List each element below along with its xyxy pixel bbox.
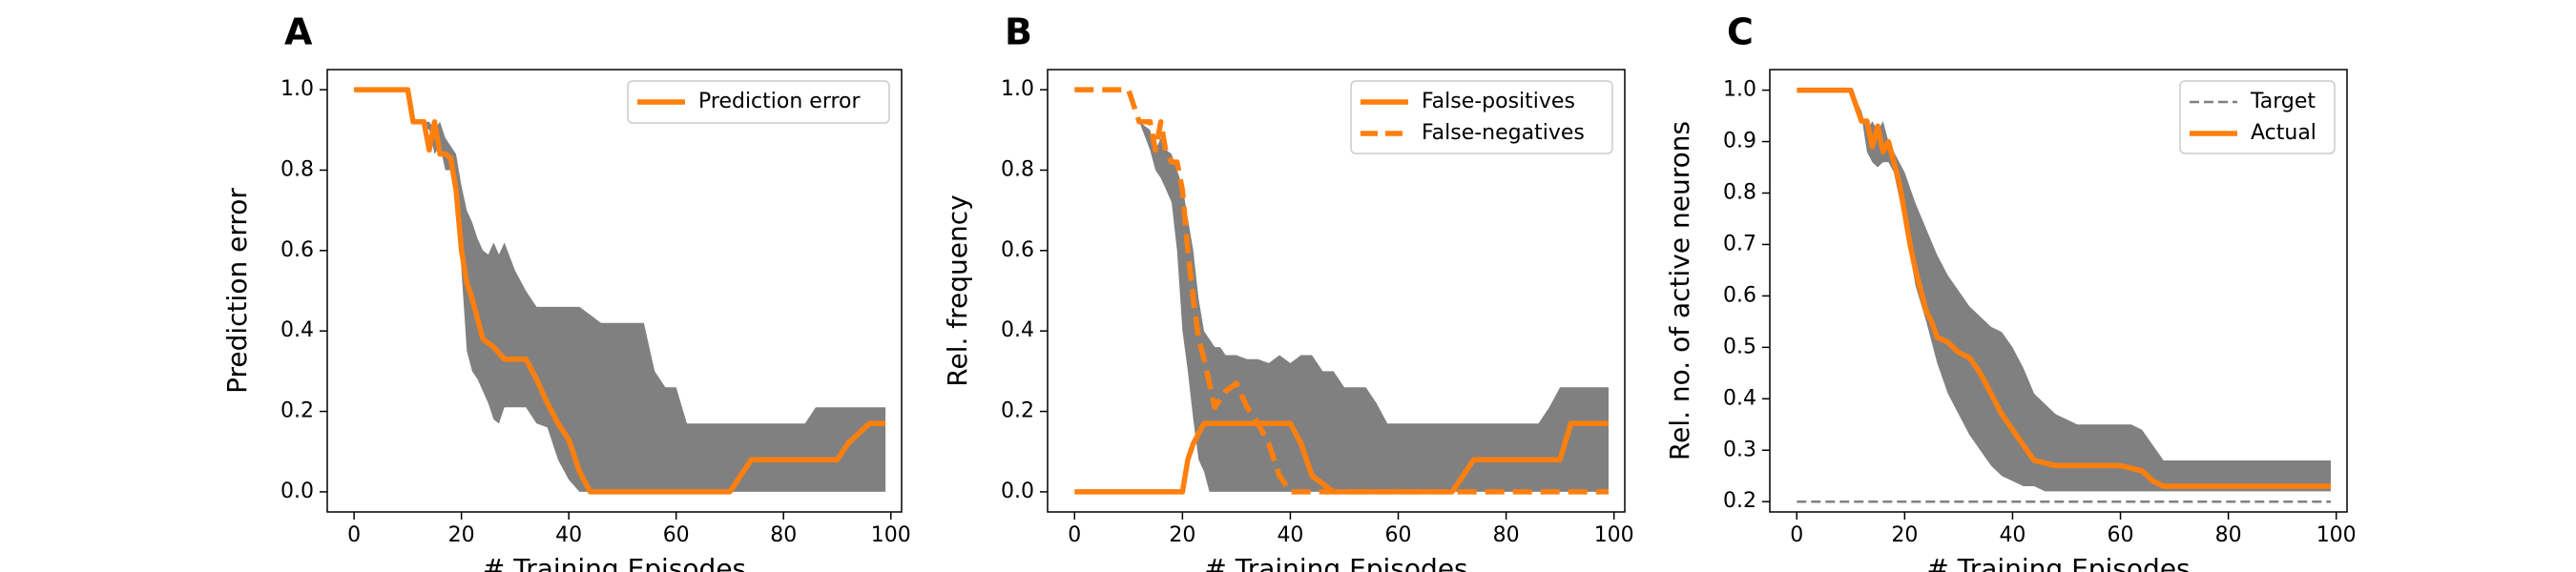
variance-band-c: [1850, 90, 2331, 492]
y-tick-label-a-3: 0.6: [280, 238, 314, 262]
x-tick-label-b-0: 0: [1068, 523, 1081, 547]
y-tick-label-a-5: 1.0: [280, 77, 314, 101]
y-tick-label-b-0: 0.0: [1001, 480, 1034, 503]
x-axis-label-b: # Training Episodes: [1204, 553, 1467, 572]
y-tick-label-b-5: 1.0: [1001, 77, 1034, 101]
y-tick-label-c-5: 0.7: [1723, 232, 1756, 255]
x-tick-label-a-100: 100: [871, 523, 911, 547]
y-tick-label-c-8: 1.0: [1723, 78, 1756, 102]
legend-label-c-0: Target: [2250, 90, 2316, 113]
legend-label-b-0: False-positives: [1422, 90, 1575, 113]
x-tick-label-c-100: 100: [2316, 523, 2357, 547]
x-tick-label-c-80: 80: [2215, 523, 2242, 547]
series-line-b-false-negatives: [1074, 87, 1609, 495]
x-tick-label-b-80: 80: [1493, 523, 1520, 547]
y-tick-label-c-4: 0.6: [1723, 283, 1756, 307]
x-tick-label-b-100: 100: [1594, 523, 1634, 547]
y-tick-label-b-1: 0.2: [1001, 399, 1034, 423]
legend-box-b: [1350, 80, 1613, 154]
x-tick-label-a-80: 80: [770, 523, 797, 547]
variance-band-a: [407, 90, 886, 492]
panel-letter-a: A: [284, 11, 313, 53]
variance-band-b: [1139, 121, 1609, 492]
legend-a: Prediction error: [627, 80, 890, 124]
series-line-b-false-positives: [1074, 420, 1609, 495]
y-tick-label-a-0: 0.0: [280, 480, 314, 503]
y-tick-label-b-3: 0.6: [1001, 238, 1034, 262]
y-tick-label-c-6: 0.8: [1723, 180, 1756, 204]
axes-frame-c: [1769, 69, 2348, 513]
y-axis-label-c: Rel. no. of active neurons: [1664, 121, 1695, 460]
x-tick-label-c-0: 0: [1790, 523, 1803, 547]
x-tick-label-a-20: 20: [448, 523, 475, 547]
y-tick-label-c-1: 0.3: [1723, 438, 1756, 461]
legend-label-b-1: False-negatives: [1422, 121, 1585, 145]
y-tick-label-c-7: 0.9: [1723, 130, 1756, 153]
legend-box-a: [627, 80, 890, 124]
y-tick-label-c-3: 0.5: [1723, 335, 1756, 358]
y-tick-label-a-2: 0.4: [280, 318, 314, 342]
x-tick-label-b-60: 60: [1385, 523, 1412, 547]
panel-a: A 0 20 40 60 80 100 0.0 0.2 0.4 0.6 0.8 1.0 # Trainin…: [221, 11, 911, 572]
x-tick-label-c-40: 40: [1999, 523, 2025, 547]
y-tick-label-a-1: 0.2: [280, 399, 314, 423]
y-tick-label-b-4: 0.8: [1001, 157, 1034, 181]
y-tick-label-c-0: 0.2: [1723, 489, 1756, 513]
panel-letter-c: C: [1727, 11, 1754, 53]
panel-c: C 0 20 40 60 80 100 0.2 0.3 0.4 0.5 0.6 0.7 0.8 0.9 1.0…: [1664, 11, 2357, 572]
x-tick-label-c-60: 60: [2108, 523, 2134, 547]
series-line-c-actual: [1797, 87, 2331, 489]
y-axis-label-a: Prediction error: [221, 188, 253, 394]
x-axis-label-a: # Training Episodes: [483, 553, 746, 572]
series-line-a-prediction-error: [354, 87, 886, 495]
panel-letter-b: B: [1005, 11, 1032, 53]
x-axis-label-c: # Training Episodes: [1926, 553, 2190, 572]
y-tick-label-b-2: 0.4: [1001, 318, 1034, 342]
x-tick-label-a-60: 60: [663, 523, 690, 547]
legend-label-c-1: Actual: [2251, 121, 2316, 145]
y-tick-label-a-4: 0.8: [280, 157, 314, 181]
legend-label-a-0: Prediction error: [698, 90, 861, 113]
x-tick-label-b-20: 20: [1169, 523, 1195, 547]
legend-b: False-positives False-negatives: [1350, 80, 1613, 154]
panel-b: B 0 20 40 60 80 100 0.0 0.2 0.4 0.6 0.8 1.0 # Trainin…: [942, 11, 1634, 572]
axes-frame-b: [1047, 69, 1626, 513]
x-tick-label-a-40: 40: [555, 523, 582, 547]
x-tick-label-a-0: 0: [347, 523, 361, 547]
y-axis-label-b: Rel. frequency: [942, 194, 973, 386]
axes-frame-a: [326, 69, 903, 513]
y-tick-label-c-2: 0.4: [1723, 386, 1756, 410]
x-tick-label-b-40: 40: [1277, 523, 1303, 547]
legend-c: Target Actual: [2179, 80, 2336, 154]
x-tick-label-c-20: 20: [1891, 523, 1918, 547]
